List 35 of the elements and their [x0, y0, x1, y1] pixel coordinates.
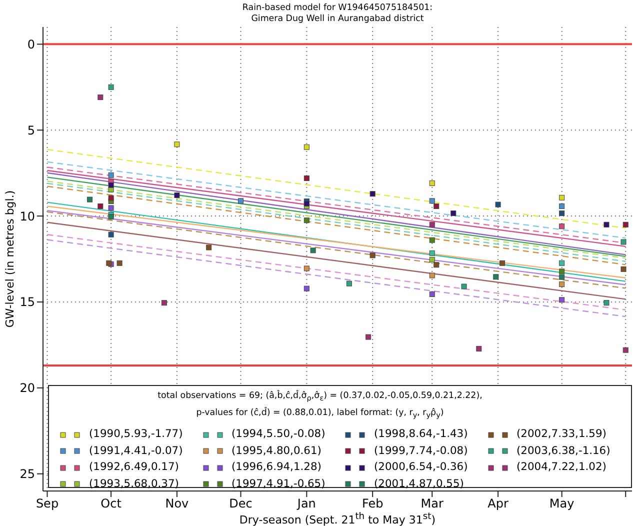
x-tick-label: Nov	[165, 496, 189, 511]
x-tick-label: May	[549, 496, 574, 511]
y-tick-label: 25	[20, 467, 35, 482]
x-tick-label: Sep	[36, 496, 59, 511]
legend-label: (1995,4.80,0.61)	[232, 442, 322, 459]
legend-label: (2002,7.33,1.59)	[516, 426, 606, 442]
y-tick-label: 15	[20, 295, 35, 310]
legend-label: (1996,6.94,1.28)	[232, 459, 322, 476]
legend-label: (1992,6.49,0.17)	[89, 459, 179, 476]
legend-label: (1994,5.50,-0.08)	[232, 426, 326, 442]
x-tick-label: Jan	[296, 496, 316, 511]
legend-label: (1997,4.91,-0.65)	[232, 476, 326, 492]
y-axis-title: GW-level (in metres bgl.)	[4, 190, 16, 328]
annotation: p-values for (ĉ,d̂) = (0.88,0.01), label format: (y, r$_{y}$, r$_{y}$ρ̂$_{y}$)	[195, 406, 445, 422]
x-tick-label: Oct	[100, 496, 122, 511]
legend-label: (1990,5.93,-1.77)	[89, 426, 183, 442]
x-tick-label: Apr	[488, 496, 508, 511]
legend-label: (2003,6.38,-1.16)	[516, 442, 610, 459]
legend-label: (1991,4.41,-0.07)	[89, 442, 183, 459]
x-tick-label: Feb	[362, 496, 384, 511]
chart-title: Rain-based model for W194645075184501: Gimera Dug Well in Aurangabad district	[241, 3, 434, 25]
x-axis-title: Dry-season (Sept. 21$^{th}$ to May 31$^{st}$)	[238, 511, 437, 526]
y-tick-label: 0	[27, 37, 35, 52]
legend-label: (2001,4.87,0.55)	[374, 476, 464, 492]
legend-label: (1993,5.68,0.37)	[89, 476, 179, 492]
legend-label: (1999,7.74,-0.08)	[374, 442, 468, 459]
legend-label: (2004,7.22,1.02)	[516, 459, 606, 476]
annotation: total observations = 69; (â,b̂,ĉ,d̂,σ̂$_{ρ}$,σ̂$_{ε}$) = (0.37,0.02,-0.05,0.59,0.21,2.22),	[156, 389, 484, 405]
y-tick-label: 20	[20, 381, 35, 396]
x-tick-label: Dec	[229, 496, 252, 511]
y-tick-label: 10	[20, 209, 35, 224]
legend-label: (1998,8.64,-1.43)	[374, 426, 468, 442]
y-tick-label: 5	[27, 123, 35, 138]
legend-label: (2000,6.54,-0.36)	[374, 459, 468, 476]
x-tick-label: Mar	[420, 496, 444, 511]
